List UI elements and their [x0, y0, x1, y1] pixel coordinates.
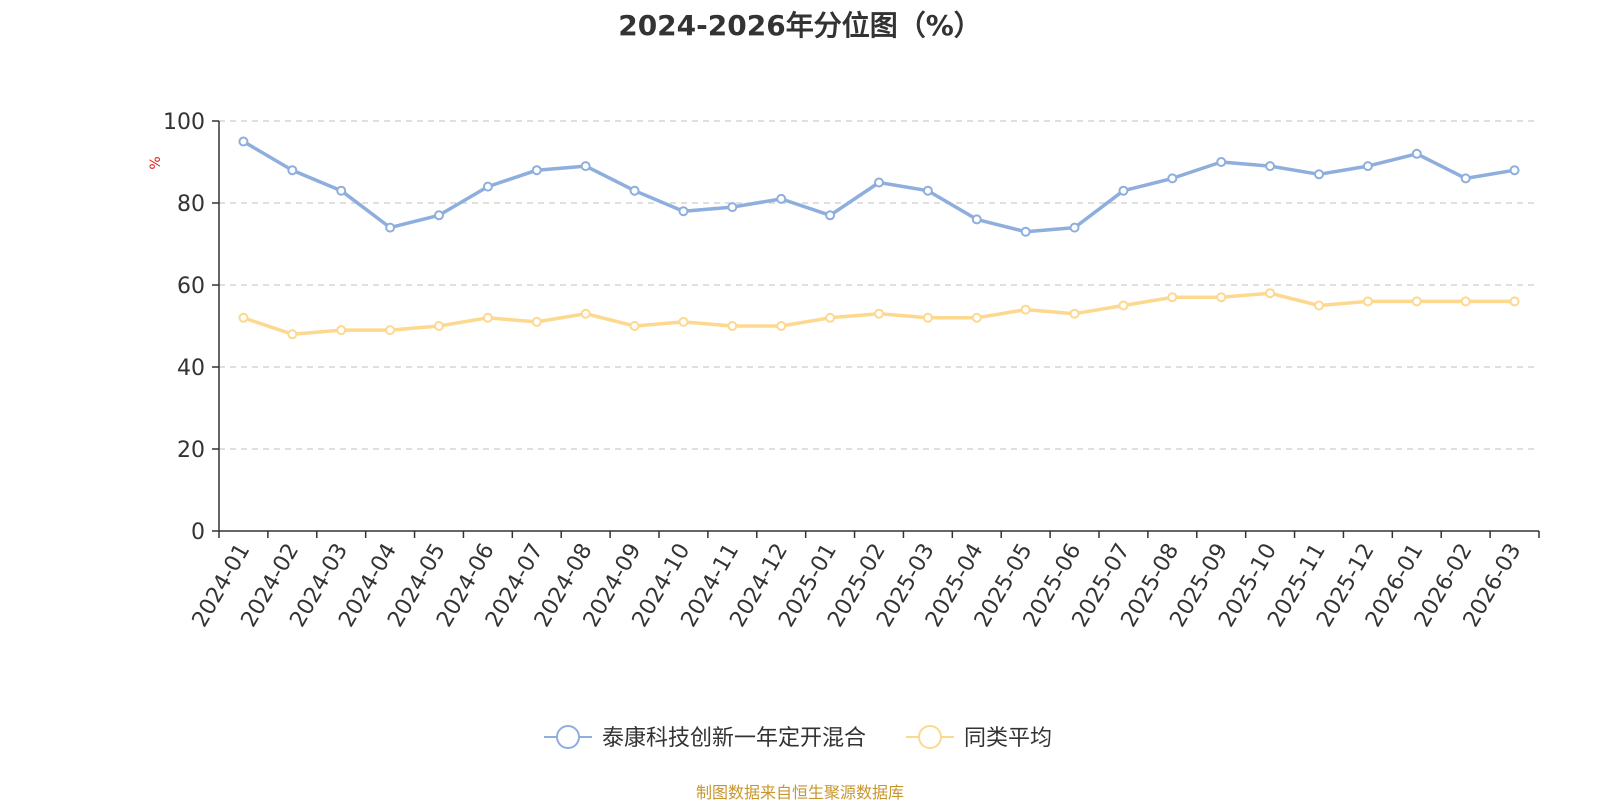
data-point	[238, 312, 249, 323]
legend[interactable]: 泰康科技创新一年定开混合 同类平均	[544, 725, 1052, 751]
data-point	[825, 210, 836, 221]
data-point	[727, 202, 738, 213]
y-tick-label: 40	[177, 356, 205, 381]
data-point	[1216, 292, 1227, 303]
data-point	[1069, 308, 1080, 319]
data-point	[1265, 288, 1276, 299]
grid-lines	[219, 120, 1539, 450]
y-tick-label: 0	[191, 520, 205, 545]
data-point	[336, 325, 347, 336]
data-point	[287, 165, 298, 176]
legend-marker	[918, 725, 942, 749]
data-point	[1460, 173, 1471, 184]
data-point	[1509, 165, 1520, 176]
data-point	[531, 316, 542, 327]
data-point	[776, 321, 787, 331]
data-point	[629, 185, 640, 196]
data-point	[1362, 296, 1373, 307]
data-point	[287, 329, 298, 340]
y-tick-label: 80	[177, 192, 205, 217]
data-point	[1509, 296, 1520, 307]
data-point	[580, 308, 591, 319]
y-tick-label: 60	[177, 274, 205, 299]
data-point	[1314, 169, 1324, 180]
data-point	[874, 308, 884, 319]
y-tick-label: 100	[163, 110, 205, 135]
data-point	[238, 136, 249, 147]
data-point	[434, 210, 444, 221]
data-point	[1069, 222, 1080, 233]
chart-title: 2024-2026年分位图（%）	[618, 9, 982, 42]
data-point	[434, 321, 444, 331]
data-point	[776, 193, 787, 204]
legend-item[interactable]: 同类平均	[906, 725, 1052, 751]
data-point	[629, 321, 640, 331]
data-point	[1411, 148, 1422, 159]
source-note: 制图数据来自恒生聚源数据库	[695, 783, 904, 802]
data-point	[727, 321, 738, 331]
legend-item[interactable]: 泰康科技创新一年定开混合	[544, 725, 866, 751]
data-point	[1118, 185, 1129, 196]
data-point	[1216, 157, 1227, 167]
data-point	[678, 206, 689, 217]
data-point	[336, 185, 347, 196]
axes: 0204060801002024-012024-022024-032024-04…	[163, 110, 1540, 631]
data-point	[874, 177, 884, 188]
legend-label: 泰康科技创新一年定开混合	[602, 726, 866, 751]
data-point	[678, 316, 689, 327]
legend-label: 同类平均	[964, 726, 1052, 751]
data-point	[1118, 300, 1129, 311]
data-point	[1020, 226, 1031, 237]
data-point	[1265, 161, 1276, 172]
data-point	[1167, 173, 1178, 184]
data-point	[1411, 296, 1422, 307]
data-point	[1020, 304, 1031, 315]
data-point	[922, 312, 933, 323]
y-tick-label: 20	[177, 438, 205, 463]
data-point	[385, 325, 396, 336]
series-lines	[238, 136, 1520, 340]
data-point	[922, 185, 933, 196]
legend-marker	[556, 725, 580, 749]
y-axis-label: %	[148, 156, 164, 169]
data-point	[1167, 292, 1178, 303]
data-point	[482, 181, 493, 192]
data-point	[825, 312, 836, 323]
data-point	[971, 312, 982, 323]
data-point	[1460, 296, 1471, 307]
data-point	[482, 312, 493, 323]
data-point	[385, 222, 396, 233]
data-point	[971, 214, 982, 225]
data-point	[531, 165, 542, 176]
data-point	[1314, 300, 1324, 311]
data-point	[580, 161, 591, 172]
data-point	[1362, 161, 1373, 172]
